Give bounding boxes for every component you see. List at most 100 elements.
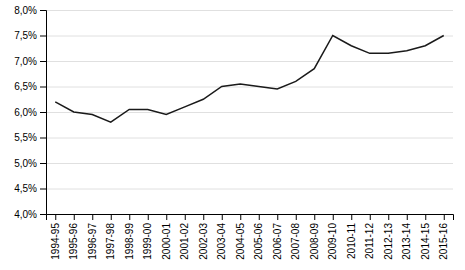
x-tick-label: 2005-06 [253, 223, 264, 260]
x-tick-label: 2000-01 [161, 223, 172, 260]
x-tick-mark [425, 214, 426, 220]
x-tick: 2001-02 [179, 214, 190, 260]
x-tick-mark [111, 214, 112, 220]
y-tick: 6,0% [14, 107, 46, 118]
x-tick: 2008-09 [309, 214, 320, 260]
x-tick-mark [185, 214, 186, 220]
x-tick-label: 2011-12 [364, 223, 375, 259]
x-tick-label: 1994-95 [50, 223, 61, 260]
x-tick-label: 2001-02 [179, 223, 190, 260]
x-tick-mark [148, 214, 149, 220]
x-tick-mark [166, 214, 167, 220]
x-tick-label: 1997-98 [105, 223, 116, 260]
grid-line [46, 10, 453, 11]
x-tick-label: 2006-07 [272, 223, 283, 260]
y-tick: 6,5% [14, 81, 46, 92]
y-tick-label: 6,0% [14, 107, 37, 118]
y-tick-mark [40, 36, 46, 37]
y-tick: 5,0% [14, 158, 46, 169]
x-tick-label: 2003-04 [216, 223, 227, 260]
y-tick-mark [40, 163, 46, 164]
y-tick-mark [40, 112, 46, 113]
x-tick: 1996-97 [87, 214, 98, 260]
chart: 4,0%4,5%5,0%5,5%6,0%6,5%7,0%7,5%8,0%1994… [0, 0, 465, 270]
x-tick-label: 1995-96 [68, 223, 79, 260]
x-tick: 1997-98 [105, 214, 116, 260]
x-tick-mark [259, 214, 260, 220]
x-tick: 2012-13 [383, 214, 394, 260]
x-tick-label: 2015-16 [438, 223, 449, 260]
x-tick-label: 2013-14 [401, 223, 412, 260]
x-tick-label: 2002-03 [198, 223, 209, 260]
x-tick: 2002-03 [198, 214, 209, 260]
x-tick: 1994-95 [50, 214, 61, 260]
x-tick: 2010-11 [346, 214, 357, 259]
x-axis-line [47, 215, 454, 221]
x-tick-label: 1998-99 [124, 223, 135, 260]
x-tick-mark [203, 214, 204, 220]
x-tick-mark [407, 214, 408, 220]
y-tick-label: 6,5% [14, 81, 37, 92]
y-tick-label: 8,0% [14, 5, 37, 16]
x-tick-mark [296, 214, 297, 220]
grid-tick [46, 163, 453, 164]
grid-tick [46, 10, 453, 11]
x-tick-mark [55, 214, 56, 220]
y-tick-label: 7,5% [14, 30, 37, 41]
x-tick-mark [129, 214, 130, 220]
grid-line [46, 87, 453, 88]
grid-tick [46, 189, 453, 190]
y-axis-line [40, 11, 47, 215]
x-tick: 2004-05 [235, 214, 246, 260]
x-tick: 2003-04 [216, 214, 227, 260]
x-tick-mark [444, 214, 445, 220]
y-tick-mark [40, 138, 46, 139]
grid-tick [46, 112, 453, 113]
grid-tick [46, 36, 453, 37]
grid-tick [46, 138, 453, 139]
x-tick-label: 2014-15 [420, 223, 431, 260]
x-tick-mark [92, 214, 93, 220]
x-tick-mark [74, 214, 75, 220]
x-tick-label: 2008-09 [309, 223, 320, 260]
grid-line [46, 61, 453, 62]
x-tick-mark [370, 214, 371, 220]
line [55, 36, 444, 123]
x-tick: 2005-06 [253, 214, 264, 260]
x-tick-mark [314, 214, 315, 220]
grid [46, 11, 453, 215]
x-tick-mark [222, 214, 223, 220]
y-tick-label: 5,5% [14, 132, 37, 143]
y-tick-mark [40, 61, 46, 62]
x-tick-mark [277, 214, 278, 220]
y-tick: 5,5% [14, 132, 46, 143]
grid-line [46, 189, 453, 190]
x-tick: 2013-14 [401, 214, 412, 260]
y-tick-mark [40, 189, 46, 190]
x-tick: 2014-15 [420, 214, 431, 260]
y-tick-mark [40, 10, 46, 11]
y-tick-mark [40, 87, 46, 88]
y-tick-mark [40, 214, 46, 215]
plot-area: 4,0%4,5%5,0%5,5%6,0%6,5%7,0%7,5%8,0%1994… [14, 5, 453, 260]
y-axis: 4,0%4,5%5,0%5,5%6,0%6,5%7,0%7,5%8,0% [14, 5, 46, 220]
y-tick-label: 7,0% [14, 56, 37, 67]
grid-tick [46, 61, 453, 62]
y-tick: 7,5% [14, 30, 46, 41]
grid-tick [46, 87, 453, 88]
x-tick-mark [240, 214, 241, 220]
x-tick: 1995-96 [68, 214, 79, 260]
x-tick: 2015-16 [438, 214, 449, 260]
x-tick: 1999-00 [142, 214, 153, 260]
x-tick: 2009-10 [327, 214, 338, 260]
marks [55, 36, 444, 123]
y-tick-label: 4,5% [14, 183, 37, 194]
x-tick: 2000-01 [161, 214, 172, 260]
x-tick: 2011-12 [364, 214, 375, 259]
x-tick-label: 2004-05 [235, 223, 246, 260]
x-tick-label: 2012-13 [383, 223, 394, 260]
x-tick-label: 2010-11 [346, 223, 357, 259]
x-tick-mark [351, 214, 352, 220]
x-tick: 2007-08 [290, 214, 301, 260]
y-tick: 7,0% [14, 56, 46, 67]
